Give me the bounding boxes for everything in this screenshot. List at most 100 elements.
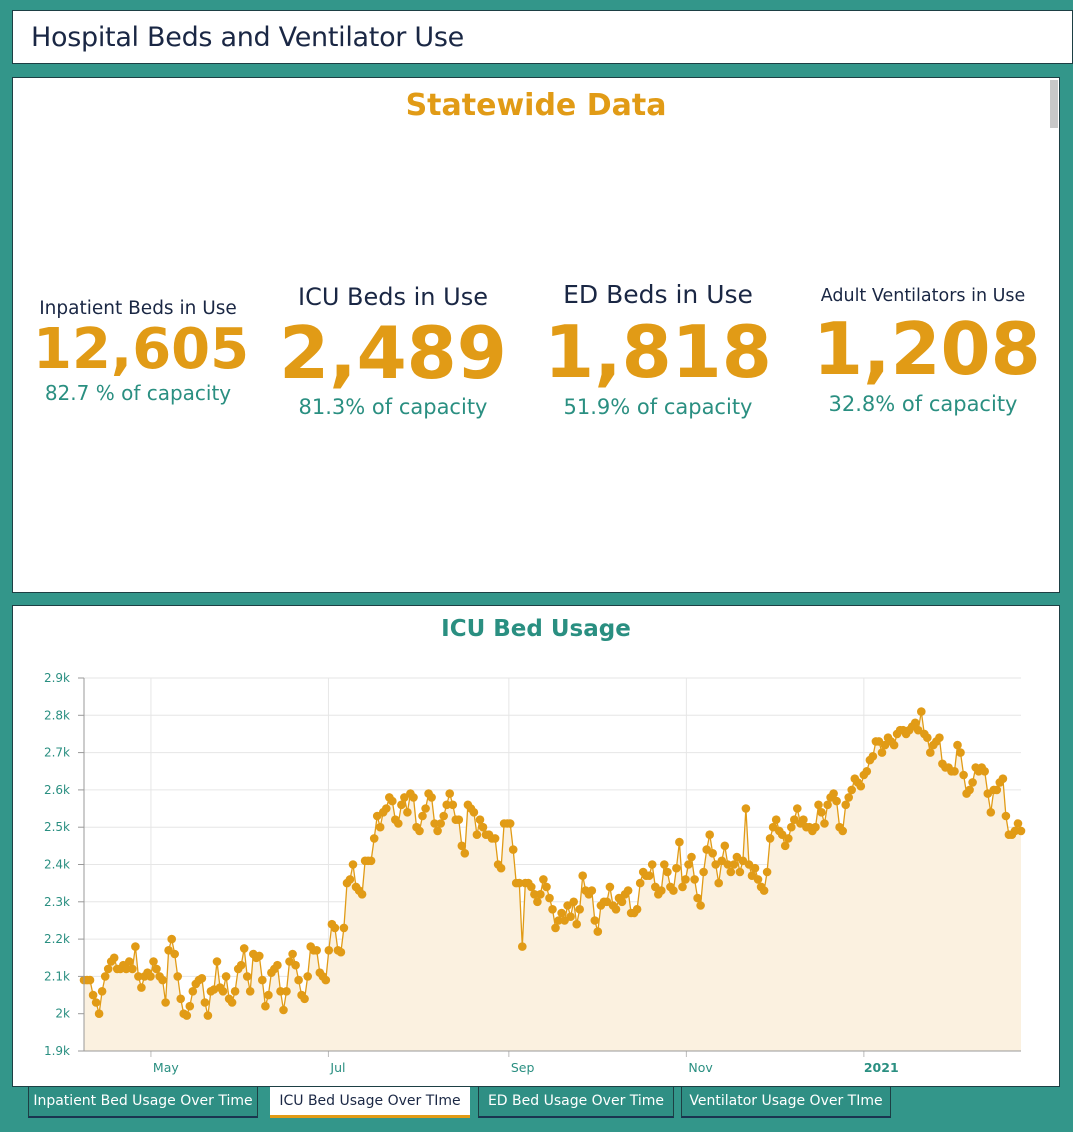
data-point[interactable] [388, 796, 397, 806]
data-point[interactable] [684, 860, 693, 869]
data-point[interactable] [109, 953, 119, 963]
data-point[interactable] [282, 987, 291, 996]
data-point[interactable] [508, 845, 518, 854]
data-point[interactable] [998, 774, 1008, 783]
data-point[interactable] [720, 841, 730, 851]
data-point[interactable] [729, 860, 739, 869]
data-point[interactable] [173, 972, 182, 981]
data-point[interactable] [917, 707, 926, 716]
data-point[interactable] [200, 998, 210, 1007]
data-point[interactable] [478, 822, 488, 832]
data-point[interactable] [369, 834, 379, 843]
data-point[interactable] [823, 800, 832, 810]
data-point[interactable] [542, 882, 551, 892]
data-point[interactable] [490, 834, 500, 843]
data-point[interactable] [829, 789, 838, 798]
data-point[interactable] [421, 804, 430, 813]
data-point[interactable] [539, 875, 548, 884]
data-point[interactable] [442, 800, 452, 810]
data-point[interactable] [158, 975, 167, 985]
data-point[interactable] [841, 800, 850, 810]
data-point[interactable] [85, 975, 95, 985]
data-point[interactable] [394, 819, 403, 828]
data-point[interactable] [182, 1011, 192, 1020]
data-point[interactable] [644, 871, 654, 880]
data-point[interactable] [218, 987, 228, 996]
data-point[interactable] [418, 811, 427, 821]
data-point[interactable] [530, 890, 539, 899]
data-point[interactable] [1016, 826, 1026, 836]
data-point[interactable] [992, 785, 1002, 795]
data-point[interactable] [324, 946, 334, 955]
data-point[interactable] [339, 923, 349, 933]
data-point[interactable] [454, 815, 464, 824]
data-point[interactable] [617, 897, 627, 907]
tab-ed-bed-usage[interactable]: ED Bed Usage Over Time [478, 1087, 674, 1118]
data-point[interactable] [889, 740, 899, 750]
data-point[interactable] [566, 912, 575, 921]
data-point[interactable] [152, 964, 161, 974]
data-point[interactable] [258, 975, 267, 985]
data-point[interactable] [170, 949, 179, 959]
data-point[interactable] [239, 944, 249, 953]
data-point[interactable] [436, 819, 446, 828]
data-point[interactable] [708, 849, 717, 858]
data-point[interactable] [273, 960, 282, 970]
data-point[interactable] [953, 740, 962, 750]
data-point[interactable] [167, 934, 176, 944]
data-point[interactable] [122, 964, 131, 974]
data-point[interactable] [856, 781, 866, 791]
data-point[interactable] [799, 815, 808, 824]
data-point[interactable] [131, 942, 140, 951]
data-point[interactable] [714, 878, 723, 888]
data-point[interactable] [693, 893, 702, 903]
data-point[interactable] [980, 767, 989, 776]
data-point[interactable] [100, 972, 110, 981]
data-point[interactable] [551, 923, 560, 933]
data-point[interactable] [533, 897, 542, 907]
data-point[interactable] [838, 826, 847, 836]
data-point[interactable] [762, 867, 772, 877]
tab-ventilator-usage[interactable]: Ventilator Usage Over TIme [681, 1087, 891, 1118]
data-point[interactable] [527, 882, 536, 892]
data-point[interactable] [245, 987, 255, 996]
data-point[interactable] [780, 841, 790, 851]
data-point[interactable] [230, 987, 240, 996]
data-point[interactable] [1001, 811, 1011, 821]
data-point[interactable] [554, 916, 563, 925]
data-point[interactable] [496, 863, 506, 873]
data-point[interactable] [635, 878, 645, 888]
data-point[interactable] [236, 960, 246, 970]
data-point[interactable] [427, 793, 436, 802]
data-point[interactable] [336, 947, 346, 957]
data-point[interactable] [950, 767, 959, 776]
data-point[interactable] [276, 987, 285, 996]
data-point[interactable] [134, 972, 143, 981]
data-point[interactable] [765, 834, 775, 843]
data-point[interactable] [545, 893, 554, 903]
data-point[interactable] [445, 789, 455, 798]
data-point[interactable] [632, 905, 642, 914]
data-point[interactable] [291, 960, 300, 970]
data-point[interactable] [515, 878, 524, 888]
data-point[interactable] [784, 834, 793, 843]
data-point[interactable] [149, 957, 158, 966]
data-point[interactable] [569, 897, 578, 907]
data-point[interactable] [288, 949, 297, 959]
data-point[interactable] [923, 733, 932, 742]
data-point[interactable] [587, 886, 597, 895]
data-point[interactable] [611, 905, 621, 914]
data-point[interactable] [475, 815, 485, 824]
data-point[interactable] [910, 718, 920, 728]
data-point[interactable] [161, 998, 170, 1007]
data-point[interactable] [103, 964, 113, 974]
data-point[interactable] [578, 871, 587, 880]
data-point[interactable] [375, 822, 385, 832]
data-point[interactable] [771, 815, 781, 824]
data-point[interactable] [753, 875, 763, 884]
data-point[interactable] [623, 886, 633, 895]
data-point[interactable] [1013, 819, 1023, 828]
data-point[interactable] [787, 822, 796, 832]
data-point[interactable] [663, 867, 672, 877]
data-point[interactable] [968, 778, 977, 787]
